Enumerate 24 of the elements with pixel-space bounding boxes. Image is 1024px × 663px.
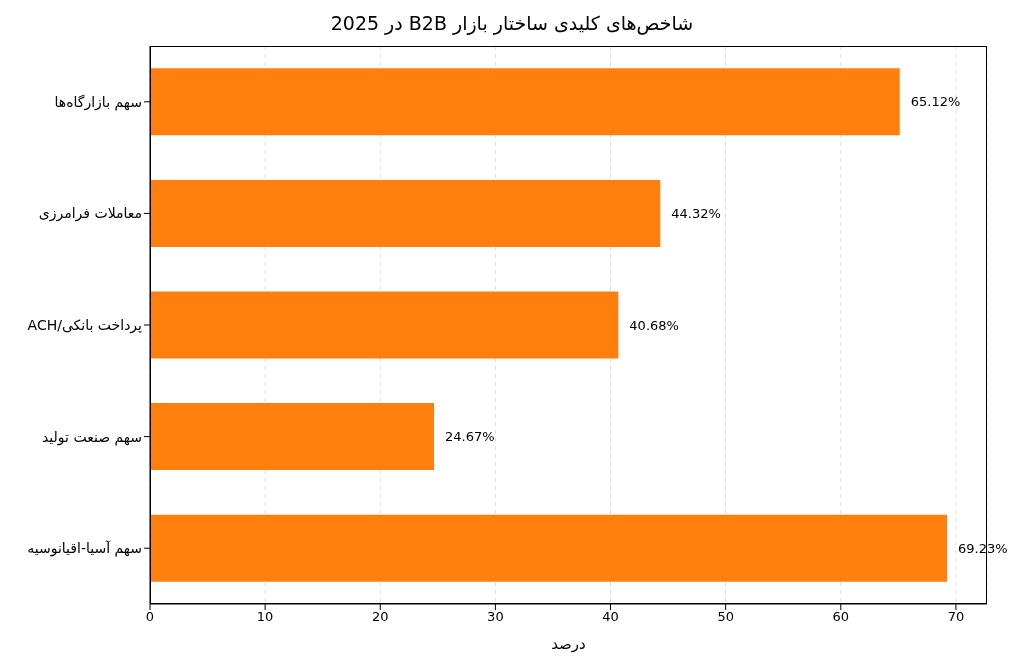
data-label: 44.32%: [671, 205, 721, 221]
data-label: 24.67%: [445, 429, 495, 445]
x-tick-label: 0: [145, 609, 155, 625]
bar: [150, 291, 619, 359]
y-tick-label: معاملات فرامرزی: [38, 205, 142, 223]
x-axis-title: درصد: [551, 635, 586, 653]
bar: [150, 68, 900, 136]
x-tick-label: 50: [717, 609, 734, 625]
data-label: 65.12%: [910, 94, 961, 110]
x-tick-label: 60: [832, 609, 850, 625]
x-tick-label: 20: [371, 609, 389, 625]
y-tick-label: پرداخت بانکی/ACH: [27, 317, 143, 334]
data-label: 40.68%: [629, 317, 679, 333]
x-tick-label: 40: [602, 609, 619, 625]
bar: [150, 514, 948, 582]
x-tick-label: 10: [256, 609, 274, 625]
bar: [150, 403, 435, 471]
x-tick-label: 70: [947, 609, 965, 625]
y-tick-label: سهم صنعت تولید: [42, 428, 142, 446]
y-tick-label: سهم بازارگاه‌ها: [54, 93, 142, 111]
x-tick-label: 30: [487, 609, 504, 625]
bar: [150, 179, 661, 247]
y-tick-label: سهم آسیا-اقیانوسیه: [27, 540, 142, 558]
chart-title: شاخص‌های کلیدی ساختار بازار B2B در 2025: [329, 12, 695, 34]
